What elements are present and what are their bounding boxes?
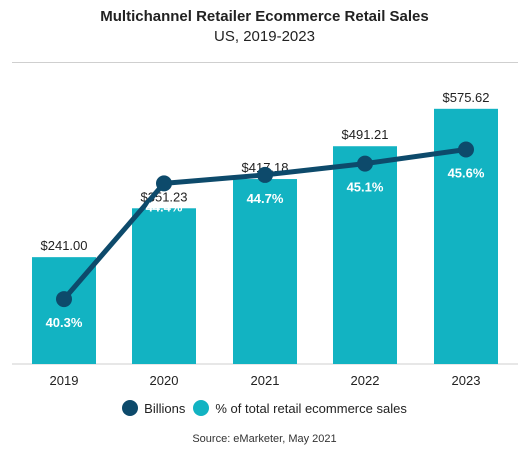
bar-value-label-2022: $491.21 <box>342 127 389 142</box>
bar-value-label-2019: $241.00 <box>41 238 88 253</box>
chart-legend: Billions % of total retail ecommerce sal… <box>0 400 529 416</box>
line-value-label-2022: 45.1% <box>347 180 384 195</box>
line-point-2019 <box>56 291 72 308</box>
legend-swatch-billions <box>122 400 139 416</box>
chart-plot: $241.002019$351.232020$417.182021$491.21… <box>12 90 518 388</box>
x-tick-label-2020: 2020 <box>150 373 179 388</box>
bar-2020 <box>132 208 196 364</box>
bar-2022 <box>333 146 397 364</box>
line-value-label-2019: 40.3% <box>46 315 83 330</box>
source-note: Source: eMarketer, May 2021 <box>192 433 337 445</box>
x-tick-label-2022: 2022 <box>351 373 380 388</box>
line-value-label-2023: 45.6% <box>448 166 485 181</box>
line-point-2021 <box>257 166 273 183</box>
line-point-2020 <box>156 175 172 192</box>
x-tick-label-2023: 2023 <box>452 373 481 388</box>
x-tick-label-2019: 2019 <box>50 373 79 388</box>
bar-value-label-2023: $575.62 <box>443 90 490 105</box>
bar-2021 <box>233 179 297 364</box>
chart-subtitle: US, 2019-2023 <box>214 28 315 45</box>
line-point-2022 <box>357 155 373 172</box>
legend-item-billions: Billions <box>122 400 185 416</box>
legend-swatch-percent <box>193 400 210 416</box>
x-tick-label-2021: 2021 <box>251 373 280 388</box>
legend-item-percent: % of total retail ecommerce sales <box>193 400 407 416</box>
chart-title: Multichannel Retailer Ecommerce Retail S… <box>100 8 429 25</box>
line-value-label-2021: 44.7% <box>247 191 284 206</box>
line-value-label-2020: 44.4% <box>146 199 183 214</box>
line-point-2023 <box>458 141 474 158</box>
title-divider <box>12 62 518 63</box>
legend-label-percent: % of total retail ecommerce sales <box>215 400 407 416</box>
legend-label-billions: Billions <box>144 400 186 416</box>
